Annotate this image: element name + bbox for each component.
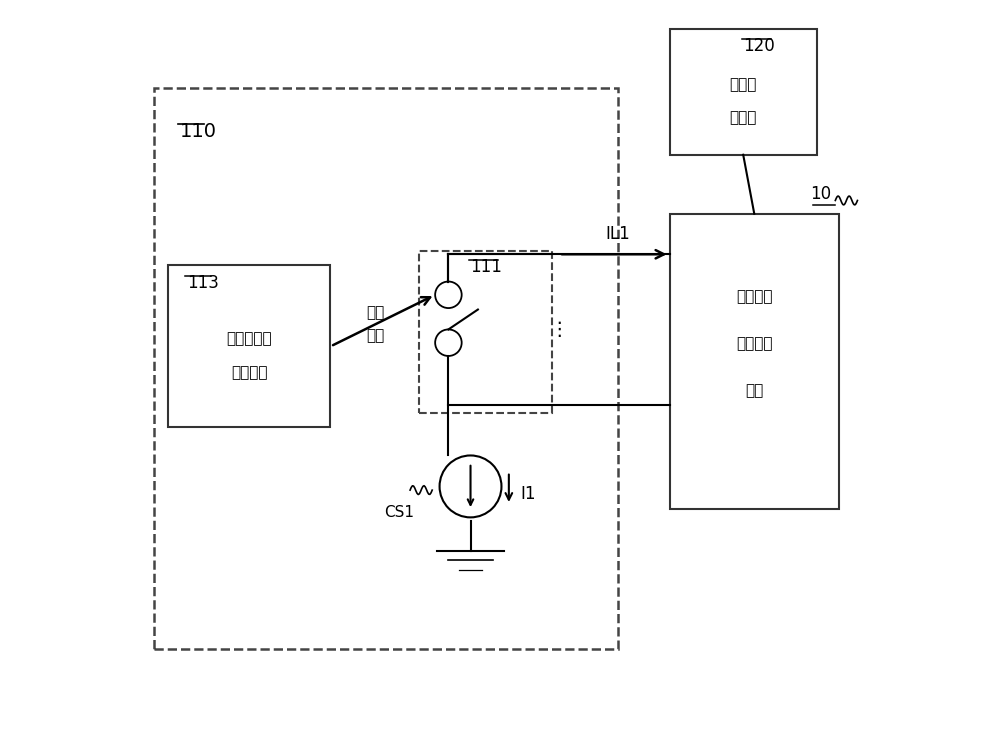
Text: 讯号: 讯号: [366, 328, 385, 343]
Text: CS1: CS1: [384, 505, 414, 520]
Bar: [419, 251, 552, 413]
Text: 111: 111: [471, 258, 502, 276]
Text: 120: 120: [743, 37, 775, 55]
Bar: [154, 88, 618, 649]
Text: 控制: 控制: [366, 306, 385, 321]
Text: I1: I1: [520, 485, 535, 503]
Text: 应电路: 应电路: [730, 111, 757, 125]
Text: 时序与亮度: 时序与亮度: [227, 332, 272, 346]
Text: 电路: 电路: [745, 383, 763, 398]
Bar: [168, 265, 330, 427]
Text: 10: 10: [811, 185, 832, 203]
Bar: [670, 29, 817, 155]
Text: ⋮: ⋮: [549, 321, 569, 339]
Text: 110: 110: [179, 122, 216, 141]
Text: 阵列显示: 阵列显示: [736, 336, 773, 351]
Text: IL1: IL1: [606, 226, 630, 243]
Text: 控制电路: 控制电路: [231, 365, 268, 380]
Text: 发光元件: 发光元件: [736, 289, 773, 304]
Bar: [670, 214, 839, 509]
Text: 113: 113: [187, 274, 219, 292]
Text: 电源供: 电源供: [730, 77, 757, 92]
